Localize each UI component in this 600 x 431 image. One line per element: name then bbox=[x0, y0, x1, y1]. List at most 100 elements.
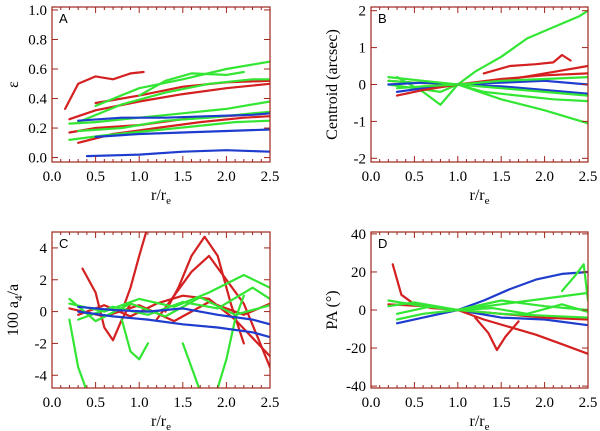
x-tick-label: 0.0 bbox=[43, 169, 62, 185]
series-group bbox=[387, 263, 588, 355]
x-tick-label: 1.0 bbox=[130, 395, 149, 411]
x-tick-label: 1.0 bbox=[448, 395, 467, 411]
y-tick-label: 2 bbox=[359, 4, 367, 20]
series-line-C-green-4 bbox=[181, 342, 201, 388]
series-line-D-green-5 bbox=[395, 303, 588, 315]
series-line-A-green-5 bbox=[77, 110, 270, 133]
x-axis-label: r/re bbox=[151, 413, 171, 431]
x-tick-label: 0.0 bbox=[362, 169, 381, 185]
x-tick-label: 2.0 bbox=[535, 395, 554, 411]
series-line-D-red-2 bbox=[456, 308, 588, 355]
series-line-A-green-3 bbox=[138, 70, 245, 97]
x-axis-label-subscript: e bbox=[485, 195, 490, 207]
series-line-A-blue-1 bbox=[77, 112, 270, 122]
x-tick-label: 1.5 bbox=[173, 395, 192, 411]
x-tick-label: 2.0 bbox=[217, 169, 236, 185]
series-line-D-blue-2 bbox=[395, 308, 588, 327]
y-tick-label: 2 bbox=[40, 273, 48, 289]
series-line-C-green-3 bbox=[216, 294, 245, 388]
y-tick-label: 20 bbox=[351, 265, 366, 281]
series-line-B-green-5 bbox=[395, 76, 588, 90]
series-line-C-green-5 bbox=[68, 273, 270, 313]
series-line-C-red-3 bbox=[120, 232, 148, 313]
series-line-C-red-2 bbox=[155, 254, 270, 369]
y-tick-label: 0.6 bbox=[28, 62, 47, 78]
y-axis-label-main: Centroid (arcsec) bbox=[324, 29, 341, 140]
panel-label: A bbox=[59, 11, 68, 26]
plot-frame bbox=[51, 6, 271, 163]
series-line-A-green-1 bbox=[94, 60, 270, 107]
series-line-B-green-4 bbox=[387, 76, 588, 97]
x-tick-label: 2.5 bbox=[579, 169, 598, 185]
series-line-D-green-2 bbox=[387, 291, 588, 312]
x-tick-label: 1.5 bbox=[492, 395, 511, 411]
plot-frame bbox=[51, 231, 271, 389]
panel-label: B bbox=[378, 11, 387, 26]
y-tick-label: 0.8 bbox=[28, 32, 47, 48]
series-line-C-blue-2 bbox=[77, 305, 270, 326]
y-axis-label: Centroid (arcsec) bbox=[324, 29, 341, 140]
x-tick-label: 0.5 bbox=[86, 395, 105, 411]
series-line-B-red-1 bbox=[482, 53, 572, 75]
panel-b: 0.0 0.5 1.0 1.5 2.0 2.5 -2 -1 0 1 2 Br/re Centroid (… bbox=[324, 4, 597, 207]
y-axis-label-main: PA (°) bbox=[324, 290, 341, 329]
y-tick-label: 4 bbox=[40, 241, 48, 257]
y-axis-label-subscript: 4 bbox=[13, 295, 25, 301]
y-axis-label: ε bbox=[5, 81, 22, 88]
x-axis-label-main: r/r bbox=[470, 413, 486, 430]
series-line-C-green-6 bbox=[77, 286, 270, 321]
x-tick-label: 1.5 bbox=[173, 169, 192, 185]
series-line-A-blue-3 bbox=[94, 128, 270, 138]
panel-label: D bbox=[378, 236, 387, 251]
y-axis-label: PA (°) bbox=[324, 290, 341, 329]
x-tick-label: 1.0 bbox=[130, 169, 149, 185]
x-axis-label-subscript: e bbox=[485, 421, 490, 431]
panel-a: 0.0 0.5 1.0 1.5 2.0 2.5 0.0 0.2 0.4 0.6 0.8 1.0 Ar/r… bbox=[5, 3, 279, 207]
series-line-C-green-2 bbox=[120, 318, 149, 361]
y-axis-label-main: ε bbox=[5, 81, 22, 88]
plot-frame bbox=[370, 231, 589, 389]
x-axis-label-main: r/r bbox=[151, 413, 167, 430]
y-tick-label: -2 bbox=[354, 151, 367, 167]
y-tick-label: 0 bbox=[359, 303, 367, 319]
series-group bbox=[387, 9, 588, 125]
series-line-A-green-2 bbox=[77, 78, 270, 124]
series-line-D-green-3 bbox=[395, 308, 588, 321]
x-tick-label: 1.0 bbox=[448, 169, 467, 185]
series-line-A-red-1 bbox=[63, 70, 145, 110]
series-line-C-red-1 bbox=[164, 235, 245, 345]
series-line-D-red-3 bbox=[474, 316, 520, 352]
series-line-A-red-2 bbox=[68, 82, 270, 121]
x-tick-label: 0.0 bbox=[43, 395, 62, 411]
x-tick-label: 2.5 bbox=[261, 169, 280, 185]
x-tick-label: 2.0 bbox=[535, 169, 554, 185]
x-tick-label: 2.5 bbox=[261, 395, 280, 411]
x-tick-label: 0.0 bbox=[362, 395, 381, 411]
y-axis-label: 100 a4/a bbox=[5, 284, 25, 336]
y-tick-label: 40 bbox=[351, 227, 366, 243]
y-axis-label-tail: /a bbox=[5, 284, 22, 296]
series-line-D-blue-1 bbox=[456, 270, 588, 312]
y-tick-label: -20 bbox=[346, 341, 366, 357]
series-line-A-blue-2 bbox=[85, 149, 270, 158]
x-tick-label: 0.5 bbox=[405, 169, 424, 185]
y-tick-label: 0.2 bbox=[28, 121, 47, 137]
y-axis-label-main: 100 a bbox=[5, 301, 22, 336]
series-line-A-red-3 bbox=[94, 79, 270, 105]
series-line-C-green-1 bbox=[68, 318, 87, 388]
series-line-D-green-1 bbox=[560, 263, 588, 302]
y-tick-label: 1 bbox=[359, 41, 367, 57]
y-tick-label: 0.4 bbox=[28, 92, 47, 108]
panel-d: 0.0 0.5 1.0 1.5 2.0 2.5 -40 -20 0 20 40 Dr/re PA (°) bbox=[324, 227, 597, 431]
x-axis-label-subscript: e bbox=[166, 195, 171, 207]
x-axis-label: r/re bbox=[470, 187, 490, 207]
x-tick-label: 0.5 bbox=[86, 169, 105, 185]
x-tick-label: 0.5 bbox=[405, 395, 424, 411]
panel-label: C bbox=[59, 236, 68, 251]
x-axis-label-main: r/r bbox=[470, 187, 486, 204]
y-tick-label: 0 bbox=[40, 305, 48, 321]
y-tick-label: -2 bbox=[35, 336, 48, 352]
y-tick-label: -40 bbox=[346, 379, 366, 395]
